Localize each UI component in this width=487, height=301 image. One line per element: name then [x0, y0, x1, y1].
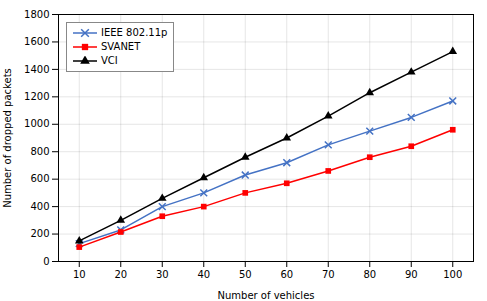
- html-text:VCI: VCI: [101, 55, 118, 66]
- svg-text:1000: 1000: [24, 118, 49, 129]
- svg-text:1600: 1600: [24, 36, 49, 47]
- svg-text:60: 60: [280, 269, 293, 280]
- svg-text:100: 100: [443, 269, 462, 280]
- svg-text:90: 90: [405, 269, 418, 280]
- svg-text:80: 80: [363, 269, 376, 280]
- svg-text:Number of vehicles: Number of vehicles: [218, 290, 315, 301]
- svg-text:1800: 1800: [24, 9, 49, 20]
- svg-text:400: 400: [30, 201, 49, 212]
- svg-text:10: 10: [73, 269, 86, 280]
- svg-text:200: 200: [30, 228, 49, 239]
- svg-text:40: 40: [197, 269, 210, 280]
- svg-text:20: 20: [114, 269, 127, 280]
- svg-text:0: 0: [43, 256, 49, 267]
- svg-text:800: 800: [30, 146, 49, 157]
- html-text:IEEE 802.11p: IEEE 802.11p: [101, 27, 168, 38]
- svg-text:Number of dropped packets: Number of dropped packets: [2, 68, 13, 208]
- svg-text:50: 50: [239, 269, 252, 280]
- svg-text:30: 30: [156, 269, 169, 280]
- html-text:SVANET: SVANET: [101, 41, 141, 52]
- svg-text:1400: 1400: [24, 64, 49, 75]
- svg-text:1200: 1200: [24, 91, 49, 102]
- svg-text:70: 70: [322, 269, 335, 280]
- svg-text:600: 600: [30, 173, 49, 184]
